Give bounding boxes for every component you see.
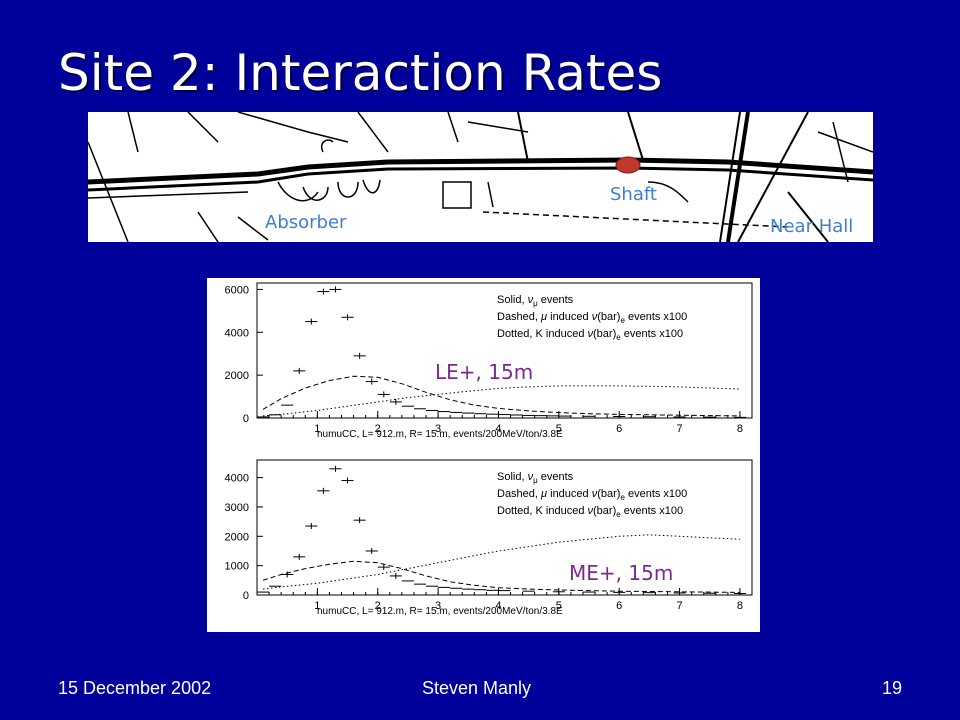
legend-entry: Dotted, K induced ν(bar)e events x100 (497, 328, 683, 342)
x-tick-label: 2 (375, 600, 381, 612)
x-tick-label: 7 (676, 423, 682, 435)
slide-title: Site 2: Interaction Rates (58, 44, 663, 102)
x-tick-label: 6 (616, 600, 622, 612)
plot-frame (256, 459, 753, 596)
x-tick-label: 5 (556, 600, 562, 612)
y-tick-label: 1000 (225, 561, 249, 573)
beamline-drawing (88, 112, 873, 242)
footer-author: Steven Manly (422, 678, 532, 698)
legend-entry: Solid, νμ events (497, 471, 574, 485)
x-axis-label: numuCC, L= 912.m, R= 15.m, events/200MeV… (317, 429, 563, 440)
dotted-series-line (262, 534, 740, 590)
y-tick-label: 4000 (225, 473, 249, 485)
y-tick-label: 3000 (225, 502, 249, 514)
rate-plots: 0 2000 4000 6000 1 2 3 4 5 6 7 8 numuCC, L= 912.m, R… (225, 282, 753, 617)
dashed-series-line (262, 560, 740, 593)
legend-entry: Dotted, K induced ν(bar)e events x100 (497, 505, 683, 519)
legend-entry: Solid, νμ events (497, 294, 574, 308)
x-tick-label: 8 (737, 423, 743, 435)
near-hall-label: Near Hall (770, 216, 854, 237)
y-tick-label: 0 (243, 413, 249, 425)
plot-label-me: ME+, 15m (569, 561, 674, 585)
beamline-map: Absorber Shaft Near Hall (88, 112, 873, 242)
x-tick-label: 4 (495, 600, 501, 612)
dotted-series-line (262, 385, 740, 417)
x-tick-label: 3 (435, 423, 441, 435)
x-tick-label: 4 (495, 423, 501, 435)
y-tick-label: 2000 (225, 370, 249, 382)
x-tick-label: 1 (314, 600, 320, 612)
y-tick-label: 6000 (225, 284, 249, 296)
y-tick-label: 4000 (225, 327, 249, 339)
plot-1: 0 2000 4000 6000 1 2 3 4 5 6 7 8 numuCC, L= 912.m, R… (225, 282, 753, 440)
plot-2: 0 1000 2000 3000 4000 1 2 3 4 5 6 7 8 numuCC, L= 912.… (225, 459, 753, 617)
x-tick-label: 8 (737, 600, 743, 612)
footer-page-number: 19 (882, 678, 903, 698)
x-tick-label: 2 (375, 423, 381, 435)
footer-date: 15 December 2002 (58, 678, 212, 698)
x-axis-label: numuCC, L= 912.m, R= 15.m, events/200MeV… (317, 606, 563, 617)
plot-label-le: LE+, 15m (435, 360, 534, 384)
absorber-label: Absorber (265, 212, 347, 233)
plots-panel: 0 2000 4000 6000 1 2 3 4 5 6 7 8 numuCC, L= 912.m, R… (207, 278, 760, 632)
y-tick-label: 0 (243, 590, 249, 602)
y-tick-label: 2000 (225, 531, 249, 543)
legend-entry: Dashed, μ induced ν(bar)e events x100 (497, 488, 687, 502)
legend-entry: Dashed, μ induced ν(bar)e events x100 (497, 311, 687, 325)
x-tick-label: 7 (676, 600, 682, 612)
x-tick-label: 5 (556, 423, 562, 435)
dashed-series-line (262, 375, 740, 417)
shaft-marker (615, 156, 641, 174)
plot-frame (256, 282, 753, 419)
x-tick-label: 3 (435, 600, 441, 612)
x-tick-label: 1 (314, 423, 320, 435)
x-tick-label: 6 (616, 423, 622, 435)
shaft-label: Shaft (610, 184, 657, 205)
